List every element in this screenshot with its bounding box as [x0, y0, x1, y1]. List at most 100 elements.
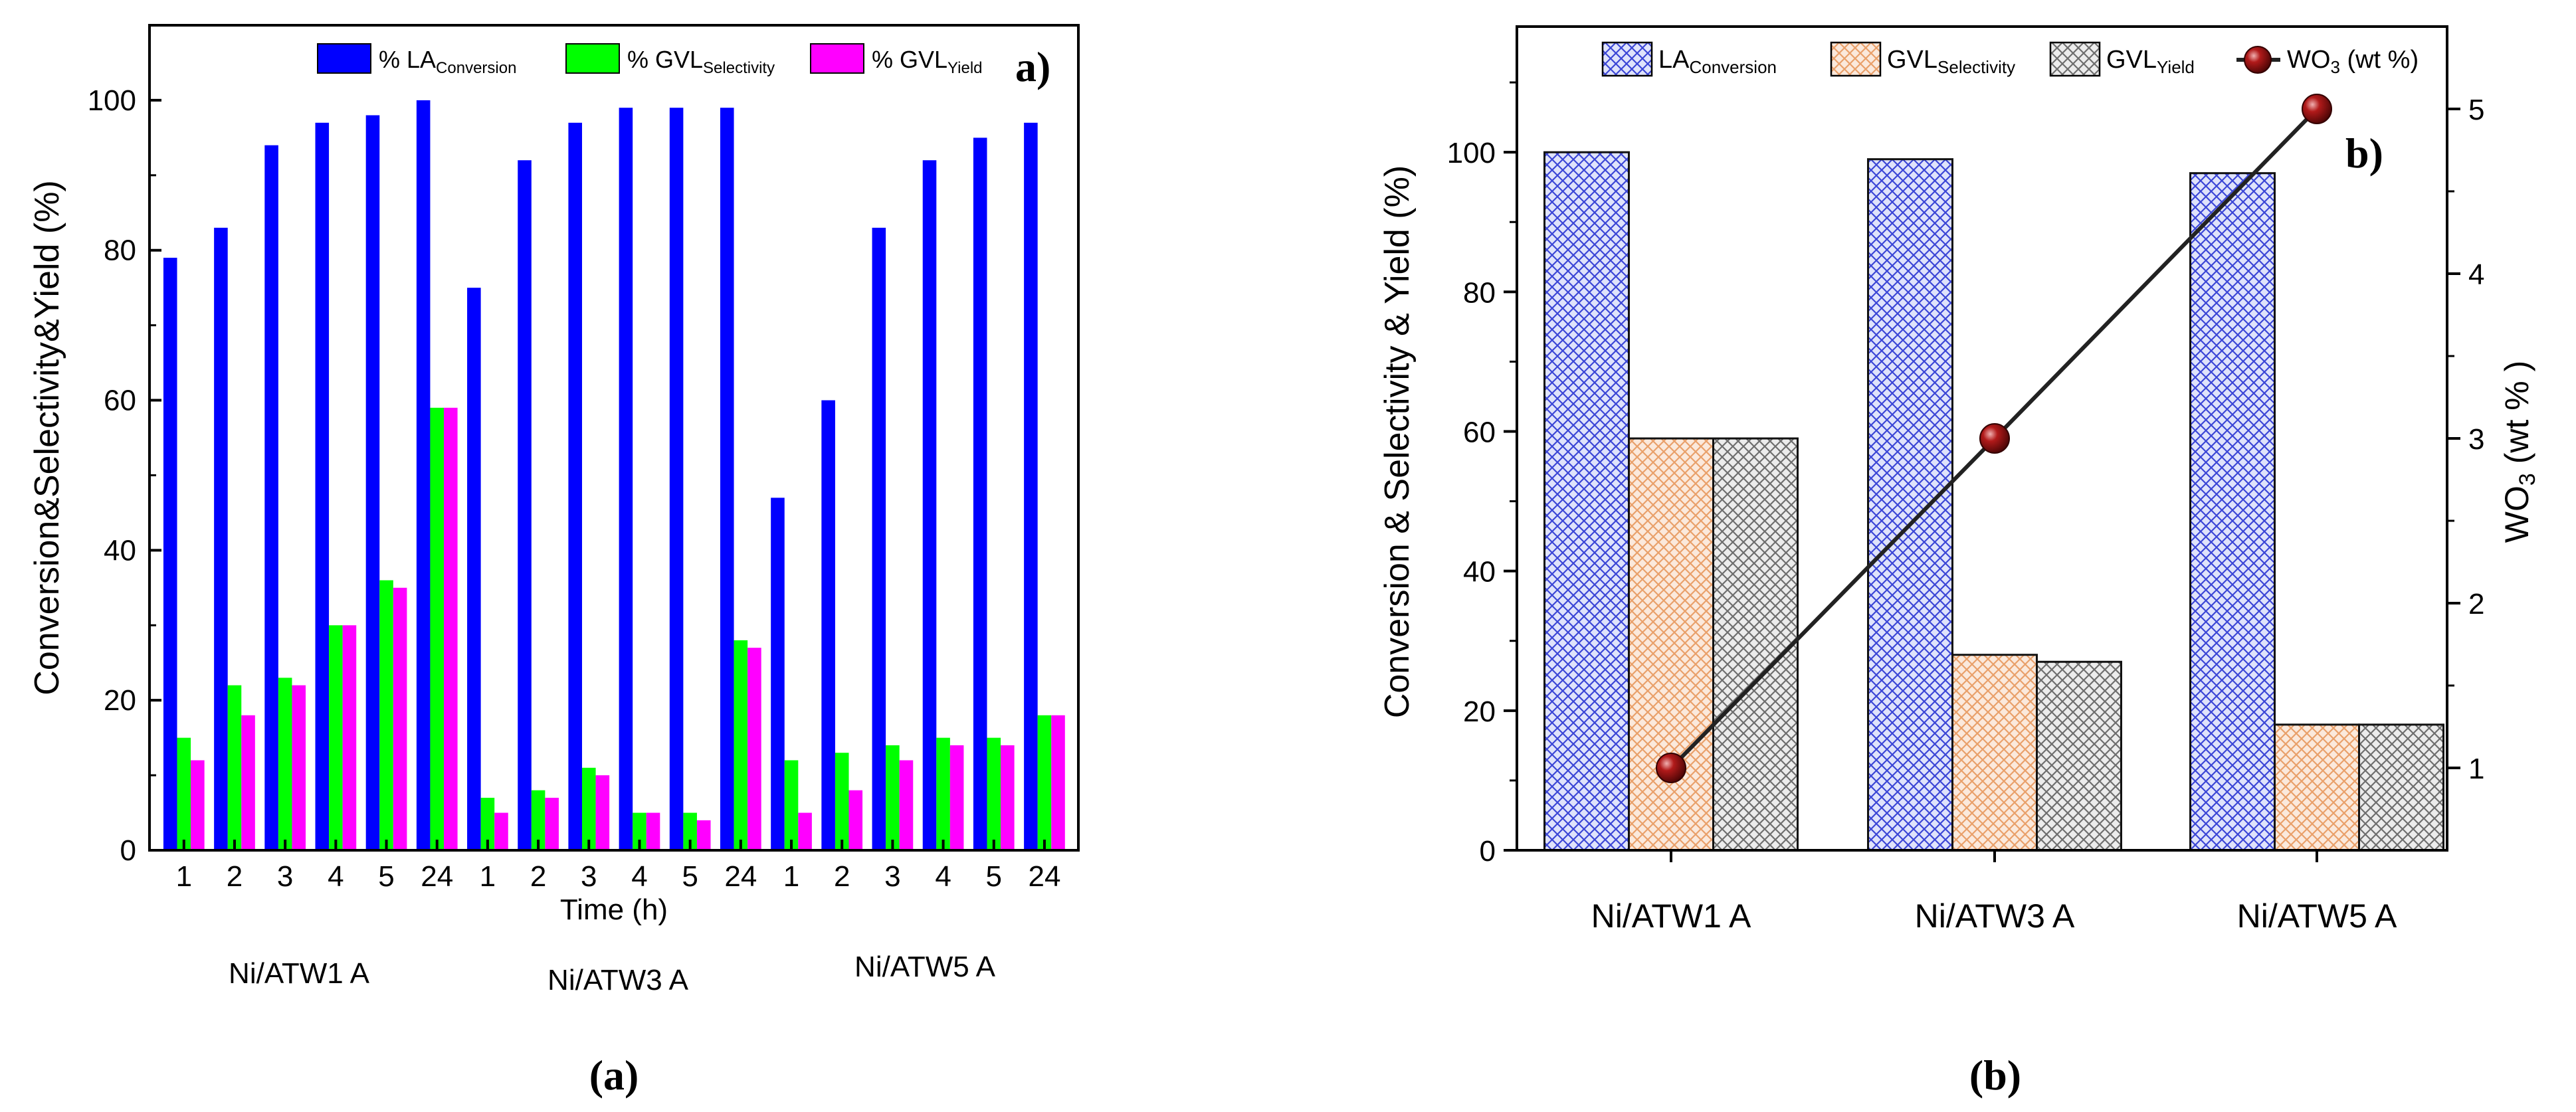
bar-gvl-yield-2 — [292, 685, 306, 850]
panel-a-letter: a) — [1015, 43, 1050, 90]
panel-b-caption: (b) — [1969, 1052, 2021, 1099]
legend-swatch-la-conversion — [1601, 41, 1653, 77]
y-tick-label-0: 0 — [1480, 835, 1496, 868]
x-tick-label-8: 3 — [581, 860, 597, 893]
bar-gvl-selectivity-13 — [835, 753, 849, 850]
x-tick-label-1: 2 — [227, 860, 243, 893]
bar-gvl-yield-ni-atw5-a — [2358, 723, 2444, 852]
bar-gvl-yield-6 — [494, 812, 508, 850]
bar-gvl-yield-9 — [646, 812, 660, 850]
bar-gvl-selectivity-1 — [227, 685, 242, 850]
panel-b-letter: b) — [2345, 130, 2383, 177]
bar-gvl-yield-8 — [595, 775, 610, 850]
x-tick-label-2: 3 — [277, 860, 293, 893]
bar-gvl-yield-7 — [545, 797, 559, 850]
bar-gvl-selectivity-6 — [480, 797, 495, 850]
bar-gvl-yield-4 — [393, 587, 407, 850]
y-tick-label-100: 100 — [88, 84, 136, 117]
bar-gvl-selectivity-5 — [430, 407, 445, 850]
legend-label-gvl-selectivity: % GVLSelectivity — [627, 46, 775, 77]
bar-la-conversion-0 — [163, 258, 177, 850]
panel-a-y-axis-title: Conversion&Selectivity&Yield (%) — [28, 180, 66, 695]
legend-label-gvl-selectivity: GVLSelectivity — [1887, 46, 2015, 77]
bar-gvl-selectivity-4 — [379, 580, 393, 850]
y-tick-label-100: 100 — [1447, 137, 1496, 169]
bar-gvl-yield-1 — [241, 715, 255, 850]
panel-b-x-axis: Ni/ATW1 A Ni/ATW3 A Ni/ATW5 A — [1591, 850, 2397, 935]
bar-la-conversion-17 — [1024, 122, 1038, 850]
legend-label-gvl-yield: GVLYield — [2106, 46, 2195, 77]
group-label-ni-atw5: Ni/ATW5 A — [854, 951, 996, 983]
x-tick-label-13: 2 — [834, 860, 850, 893]
y-right-tick-label-4: 4 — [2468, 258, 2484, 291]
y-right-tick-label-5: 5 — [2468, 94, 2484, 126]
legend-label-la-conversion: LAConversion — [1658, 46, 1777, 77]
legend-marker-wo3 — [2244, 46, 2272, 74]
legend-swatch-gvl-yield — [2049, 41, 2101, 77]
panel-b-y-axis-title: Conversion & Selectivity & Yield (%) — [1378, 165, 1417, 718]
bar-gvl-yield-15 — [949, 745, 964, 850]
y-tick-label-40: 40 — [1463, 556, 1496, 589]
y-right-tick-label-2: 2 — [2468, 588, 2484, 620]
x-tick-label-16: 5 — [986, 860, 1002, 893]
bar-gvl-yield-0 — [191, 760, 205, 850]
bar-la-conversion-14 — [872, 227, 886, 850]
bar-la-conversion-15 — [922, 160, 937, 851]
wo3-point-ni-atw3-a — [1979, 423, 2010, 454]
x-tick-label-9: 4 — [631, 860, 647, 893]
bar-gvl-selectivity-3 — [329, 625, 343, 850]
y-tick-label-80: 80 — [104, 234, 136, 267]
bar-la-conversion-11 — [720, 108, 734, 851]
bar-la-conversion-8 — [568, 122, 583, 850]
panel-a-bars — [163, 100, 1065, 851]
legend-swatch-gvl-yield — [810, 43, 864, 74]
bar-gvl-selectivity-ni-atw5-a — [2274, 723, 2360, 852]
bar-la-conversion-2 — [264, 145, 278, 850]
bar-gvl-selectivity-0 — [177, 737, 191, 850]
bar-gvl-selectivity-ni-atw3-a — [1951, 654, 2038, 852]
y-tick-label-20: 20 — [104, 684, 136, 717]
bar-gvl-selectivity-10 — [683, 812, 697, 850]
bar-gvl-selectivity-8 — [582, 767, 596, 850]
legend-swatch-la-conversion — [317, 43, 371, 74]
wo3-point-ni-atw5-a — [2302, 94, 2332, 124]
x-tick-label-ni-atw1-a: Ni/ATW1 A — [1591, 897, 1751, 935]
legend-label-wo3: WO3 (wt %) — [2287, 46, 2419, 77]
legend-swatch-gvl-selectivity — [1830, 41, 1882, 77]
panel-b-wo3-line — [1656, 94, 2332, 783]
panel-a-y-axis: 0 20 40 60 80 100 — [88, 84, 161, 867]
bar-gvl-selectivity-ni-atw1-a — [1628, 437, 1714, 852]
bar-gvl-yield-16 — [1001, 745, 1015, 850]
y-tick-label-40: 40 — [104, 534, 136, 567]
wo3-point-ni-atw1-a — [1656, 753, 1686, 783]
panel-b-y-axis-right: 1 2 3 4 5 — [2447, 94, 2484, 785]
group-label-ni-atw3: Ni/ATW3 A — [547, 964, 689, 996]
bar-gvl-yield-11 — [747, 648, 761, 850]
bar-la-conversion-ni-atw5-a — [2189, 172, 2276, 852]
bar-la-conversion-3 — [315, 122, 330, 850]
bar-gvl-yield-ni-atw1-a — [1712, 437, 1799, 852]
bar-gvl-selectivity-7 — [531, 790, 545, 850]
bar-gvl-yield-13 — [848, 790, 863, 850]
group-label-ni-atw1: Ni/ATW1 A — [229, 957, 370, 990]
bar-gvl-selectivity-17 — [1037, 715, 1052, 850]
bar-la-conversion-16 — [973, 138, 987, 850]
legend-swatch-gvl-selectivity — [565, 43, 620, 74]
bar-gvl-yield-17 — [1051, 715, 1065, 850]
bar-la-conversion-ni-atw3-a — [1867, 158, 1953, 852]
bar-gvl-selectivity-9 — [633, 812, 646, 850]
bar-la-conversion-ni-atw1-a — [1543, 151, 1630, 852]
bar-gvl-selectivity-16 — [987, 737, 1001, 850]
bar-gvl-yield-3 — [342, 625, 357, 850]
bar-gvl-yield-ni-atw3-a — [2036, 660, 2122, 852]
legend-label-gvl-yield: % GVLYield — [872, 46, 983, 77]
x-tick-label-15: 4 — [935, 860, 951, 893]
bar-gvl-selectivity-15 — [936, 737, 950, 850]
x-tick-label-17: 24 — [1028, 860, 1060, 893]
x-tick-label-3: 4 — [328, 860, 344, 893]
panel-b-bars — [1543, 151, 2444, 852]
x-tick-label-4: 5 — [378, 860, 394, 893]
bar-la-conversion-9 — [619, 108, 633, 851]
panel-b-legend: LAConversion GVLSelectivity GVLYield WO3… — [1601, 41, 2419, 77]
